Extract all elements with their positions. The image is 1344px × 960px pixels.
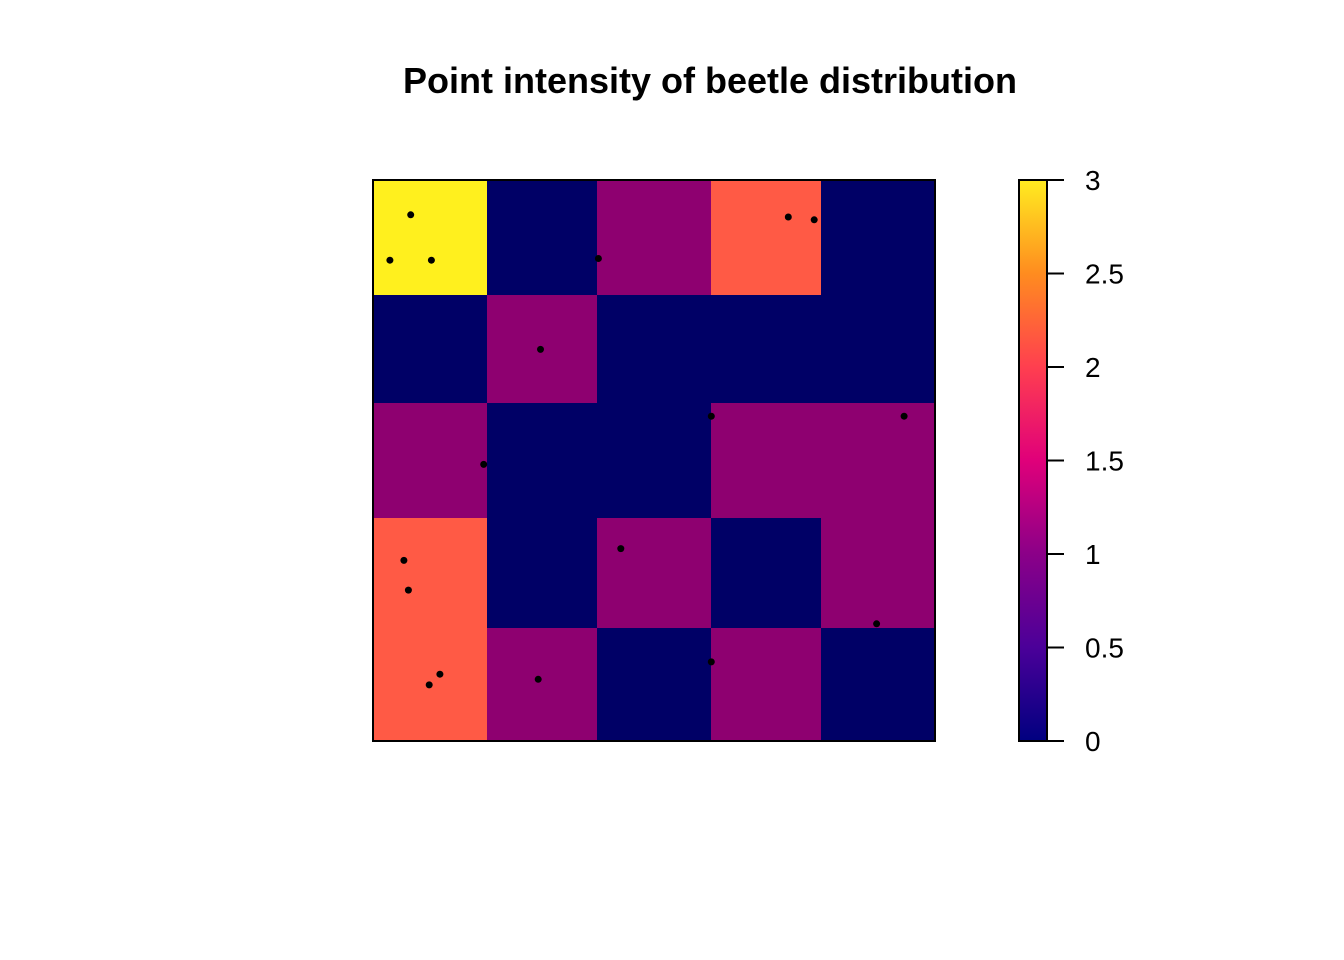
heatmap-cell	[597, 628, 711, 741]
heatmap-cell	[487, 628, 597, 741]
heatmap-cell	[487, 403, 597, 518]
colorbar-gradient	[1018, 179, 1048, 742]
point-marker	[407, 211, 415, 219]
point-marker	[537, 345, 544, 353]
chart-title: Point intensity of beetle distribution	[403, 60, 1017, 101]
colorbar-tick-label: 0.5	[1085, 633, 1124, 664]
colorbar-tick-label: 0	[1085, 726, 1101, 757]
heatmap-cell	[487, 518, 597, 628]
point-marker	[425, 681, 433, 689]
heatmap-cell	[711, 518, 821, 628]
point-marker	[594, 255, 602, 262]
point-markers	[386, 211, 908, 689]
heatmap-cell	[487, 180, 597, 295]
heatmap-cells	[373, 180, 935, 741]
point-marker	[480, 460, 488, 468]
heatmap-cell	[373, 518, 487, 628]
point-marker	[707, 412, 715, 420]
heatmap-cell	[821, 180, 935, 295]
point-marker	[784, 213, 792, 221]
point-marker	[707, 658, 715, 666]
heatmap-cell	[711, 403, 821, 518]
heatmap-cell	[597, 295, 711, 403]
plot-border	[372, 179, 936, 742]
colorbar-tick-label: 3	[1085, 165, 1101, 196]
heatmap-cell	[821, 295, 935, 403]
colorbar-tick-label: 1	[1085, 539, 1101, 570]
heatmap-cell	[711, 628, 821, 741]
point-marker	[386, 256, 394, 264]
point-marker	[534, 675, 542, 683]
point-marker	[810, 216, 818, 224]
point-marker	[436, 670, 444, 678]
point-marker	[900, 412, 908, 420]
heatmap-cell	[711, 295, 821, 403]
point-marker	[400, 556, 408, 564]
colorbar-tick-label: 1.5	[1085, 446, 1124, 477]
heatmap-cell	[373, 295, 487, 403]
point-marker	[427, 256, 435, 264]
point-marker	[873, 620, 881, 628]
heatmap-cell	[373, 403, 487, 518]
point-marker	[617, 545, 625, 553]
colorbar-legend: 0 0.5 1 1.5 2 2.5 3	[1018, 165, 1124, 757]
heatmap-cell	[373, 180, 487, 295]
colorbar-tick-label: 2	[1085, 352, 1101, 383]
colorbar-tick-label: 2.5	[1085, 259, 1124, 290]
heatmap-cell	[711, 180, 821, 295]
heatmap-cell	[821, 628, 935, 741]
point-marker	[404, 586, 412, 594]
heatmap-cell	[597, 180, 711, 295]
heatmap-cell	[597, 403, 711, 518]
heatmap-cell	[597, 518, 711, 628]
heatmap-cell	[821, 518, 935, 628]
heatmap-cell	[821, 403, 935, 518]
